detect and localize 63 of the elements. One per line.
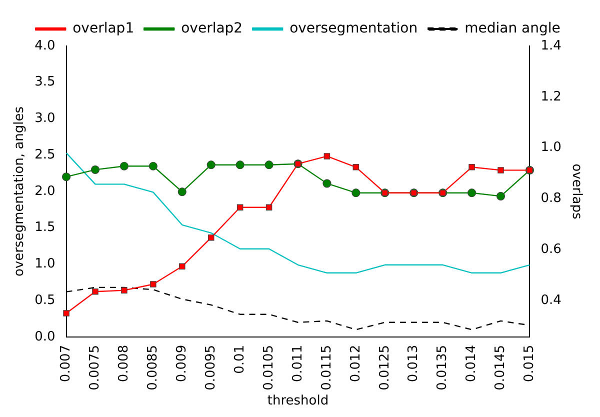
- point: [236, 160, 244, 170]
- x-tick-label: 0.007: [58, 344, 74, 382]
- legend-label: median angle: [464, 20, 560, 37]
- x-tick-label: 0.008: [116, 344, 132, 382]
- point: [266, 204, 272, 210]
- x-tick-label: 0.009: [174, 344, 190, 382]
- y-tick-label: 2.5: [34, 147, 56, 162]
- y-tick-label: 1.5: [34, 220, 56, 236]
- x-tick-label: 0.011: [290, 344, 306, 382]
- y2-tick-label: 0.4: [540, 292, 562, 308]
- y2-axis-title: overlaps: [568, 164, 584, 220]
- legend-label: overlap2: [181, 20, 243, 37]
- y-tick-label: 2.0: [34, 184, 56, 199]
- x-tick-label: 0.015: [522, 344, 538, 382]
- x-tick-label: 0.0135: [435, 344, 450, 390]
- x-tick-label: 0.01: [232, 344, 248, 374]
- point: [63, 310, 70, 316]
- x-axis-title: threshold: [267, 394, 329, 409]
- x-tick-label: 0.0075: [88, 344, 103, 390]
- point: [467, 188, 476, 198]
- y-tick-label: 3.5: [34, 74, 56, 90]
- point: [121, 287, 128, 294]
- y-tick-label: 0.0: [34, 329, 56, 344]
- y2-tick-label: 1.4: [540, 38, 562, 54]
- point: [62, 172, 71, 182]
- legend-label: overlap1: [72, 20, 134, 37]
- y2-tick-label: 0.8: [540, 191, 562, 206]
- y-tick-label: 4.0: [34, 38, 56, 54]
- x-tick-label: 0.0095: [203, 344, 218, 390]
- x-tick-label: 0.012: [348, 344, 364, 382]
- x-tick-label: 0.013: [406, 344, 422, 382]
- y2-tick-label: 1.2: [540, 89, 562, 104]
- point: [324, 153, 330, 160]
- x-tick-label: 0.0115: [319, 344, 334, 390]
- point: [498, 167, 504, 174]
- y-tick-label: 3.0: [34, 111, 56, 126]
- point: [352, 164, 360, 170]
- x-tick-label: 0.014: [464, 344, 480, 382]
- point: [150, 281, 156, 288]
- y2-tick-label: 0.6: [540, 242, 562, 257]
- point: [206, 160, 216, 170]
- point: [264, 160, 274, 170]
- point: [178, 188, 186, 196]
- x-tick-label: 0.0145: [493, 344, 508, 390]
- y-tick-label: 1.0: [34, 256, 56, 272]
- point: [90, 165, 100, 174]
- x-tick-label: 0.0085: [146, 344, 161, 390]
- point: [468, 164, 475, 170]
- x-tick-label: 0.0105: [261, 344, 276, 390]
- point: [236, 204, 244, 210]
- point: [352, 188, 360, 198]
- y-tick-label: 0.5: [34, 292, 56, 308]
- point: [496, 192, 506, 200]
- y2-tick-label: 1.0: [540, 140, 562, 156]
- point: [322, 179, 332, 188]
- point: [148, 162, 158, 170]
- x-tick-label: 0.0125: [377, 344, 392, 390]
- legend-label: oversegmentation: [290, 20, 418, 37]
- y-axis-title: oversegmentation, angles: [12, 106, 28, 276]
- point: [92, 288, 98, 295]
- point: [208, 234, 214, 241]
- point: [179, 263, 186, 270]
- point: [120, 162, 129, 170]
